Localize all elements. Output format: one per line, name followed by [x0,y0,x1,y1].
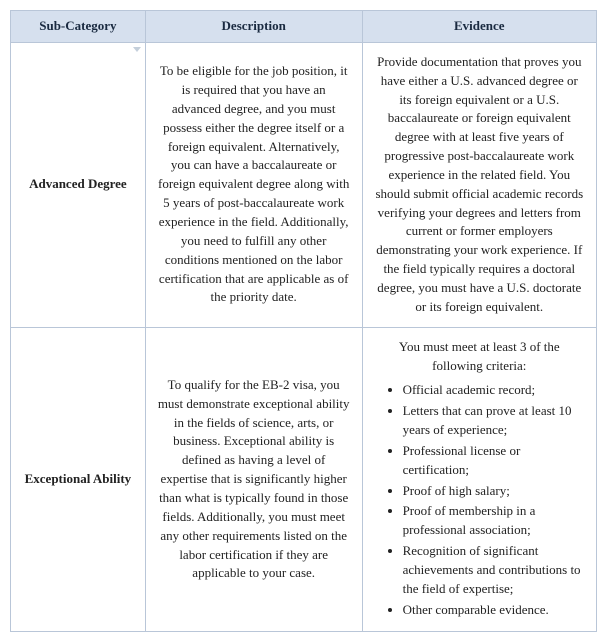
list-item: Letters that can prove at least 10 years… [403,402,584,440]
desc-cell: To qualify for the EB-2 visa, you must d… [145,327,362,632]
eligibility-table: Sub-Category Description Evidence Advanc… [10,10,597,632]
evidence-cell: Provide documentation that proves you ha… [362,42,596,327]
subcat-cell-advanced-degree: Advanced Degree [11,42,146,327]
list-item: Other comparable evidence. [403,601,584,620]
list-item: Official academic record; [403,381,584,400]
subcat-cell-exceptional-ability: Exceptional Ability [11,327,146,632]
subcat-label: Exceptional Ability [25,471,132,486]
table-row: Advanced Degree To be eligible for the j… [11,42,597,327]
header-desc: Description [145,11,362,43]
list-item: Professional license or certification; [403,442,584,480]
subcat-label: Advanced Degree [29,176,127,191]
evidence-cell: You must meet at least 3 of the followin… [362,327,596,632]
table-row: Exceptional Ability To qualify for the E… [11,327,597,632]
list-item: Proof of high salary; [403,482,584,501]
header-evidence: Evidence [362,11,596,43]
criteria-intro: You must meet at least 3 of the followin… [375,338,584,376]
list-item: Proof of membership in a professional as… [403,502,584,540]
list-item: Recognition of significant achievements … [403,542,584,599]
header-subcat: Sub-Category [11,11,146,43]
desc-cell: To be eligible for the job position, it … [145,42,362,327]
criteria-list: Official academic record; Letters that c… [375,381,584,619]
header-row: Sub-Category Description Evidence [11,11,597,43]
chevron-down-icon [133,47,141,52]
